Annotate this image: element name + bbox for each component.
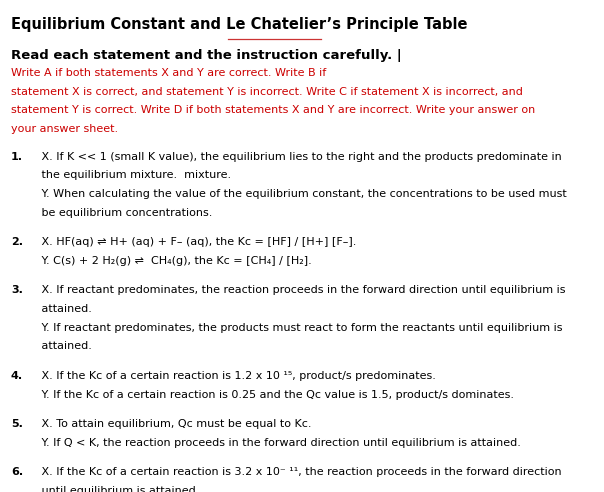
Text: Read each statement and the instruction carefully. |: Read each statement and the instruction … — [11, 49, 402, 62]
Text: until equilibrium is attained.: until equilibrium is attained. — [31, 486, 200, 492]
Text: Y. If Q < K, the reaction proceeds in the forward direction until equilibrium is: Y. If Q < K, the reaction proceeds in th… — [31, 438, 521, 448]
Text: Y. C(s) + 2 H₂(g) ⇌  CH₄(g), the Kc = [CH₄] / [H₂].: Y. C(s) + 2 H₂(g) ⇌ CH₄(g), the Kc = [CH… — [31, 256, 312, 266]
Text: attained.: attained. — [31, 341, 92, 351]
Text: Equilibrium Constant and Le Chatelier’s Principle Table: Equilibrium Constant and Le Chatelier’s … — [11, 17, 467, 32]
Text: X. If reactant predominates, the reaction proceeds in the forward direction unti: X. If reactant predominates, the reactio… — [31, 285, 566, 295]
Text: the equilibrium mixture.  mixture.: the equilibrium mixture. mixture. — [31, 170, 231, 180]
Text: 4.: 4. — [11, 371, 23, 381]
Text: X. If K << 1 (small K value), the equilibrium lies to the right and the products: X. If K << 1 (small K value), the equili… — [31, 152, 562, 161]
Text: X. If the Kc of a certain reaction is 1.2 x 10 ¹⁵, product/s predominates.: X. If the Kc of a certain reaction is 1.… — [31, 371, 436, 381]
Text: 2.: 2. — [11, 237, 23, 247]
Text: Write A if both statements X and Y are correct. Write B if: Write A if both statements X and Y are c… — [11, 68, 326, 78]
Text: 3.: 3. — [11, 285, 23, 295]
Text: be equilibrium concentrations.: be equilibrium concentrations. — [31, 208, 213, 217]
Text: 1.: 1. — [11, 152, 23, 161]
Text: Y. If the Kc of a certain reaction is 0.25 and the Qc value is 1.5, product/s do: Y. If the Kc of a certain reaction is 0.… — [31, 390, 515, 400]
Text: 5.: 5. — [11, 419, 23, 429]
Text: attained.: attained. — [31, 304, 92, 314]
Text: your answer sheet.: your answer sheet. — [11, 124, 118, 134]
Text: X. If the Kc of a certain reaction is 3.2 x 10⁻ ¹¹, the reaction proceeds in the: X. If the Kc of a certain reaction is 3.… — [31, 467, 562, 477]
Text: Y. If reactant predominates, the products must react to form the reactants until: Y. If reactant predominates, the product… — [31, 323, 563, 333]
Text: X. HF(aq) ⇌ H+ (aq) + F– (aq), the Kc = [HF] / [H+] [F–].: X. HF(aq) ⇌ H+ (aq) + F– (aq), the Kc = … — [31, 237, 357, 247]
Text: statement Y is correct. Write D if both statements X and Y are incorrect. Write : statement Y is correct. Write D if both … — [11, 105, 535, 115]
Text: Y. When calculating the value of the equilibrium constant, the concentrations to: Y. When calculating the value of the equ… — [31, 189, 567, 199]
Text: 6.: 6. — [11, 467, 23, 477]
Text: X. To attain equilibrium, Qc must be equal to Kc.: X. To attain equilibrium, Qc must be equ… — [31, 419, 312, 429]
Text: statement X is correct, and statement Y is incorrect. Write C if statement X is : statement X is correct, and statement Y … — [11, 87, 522, 96]
